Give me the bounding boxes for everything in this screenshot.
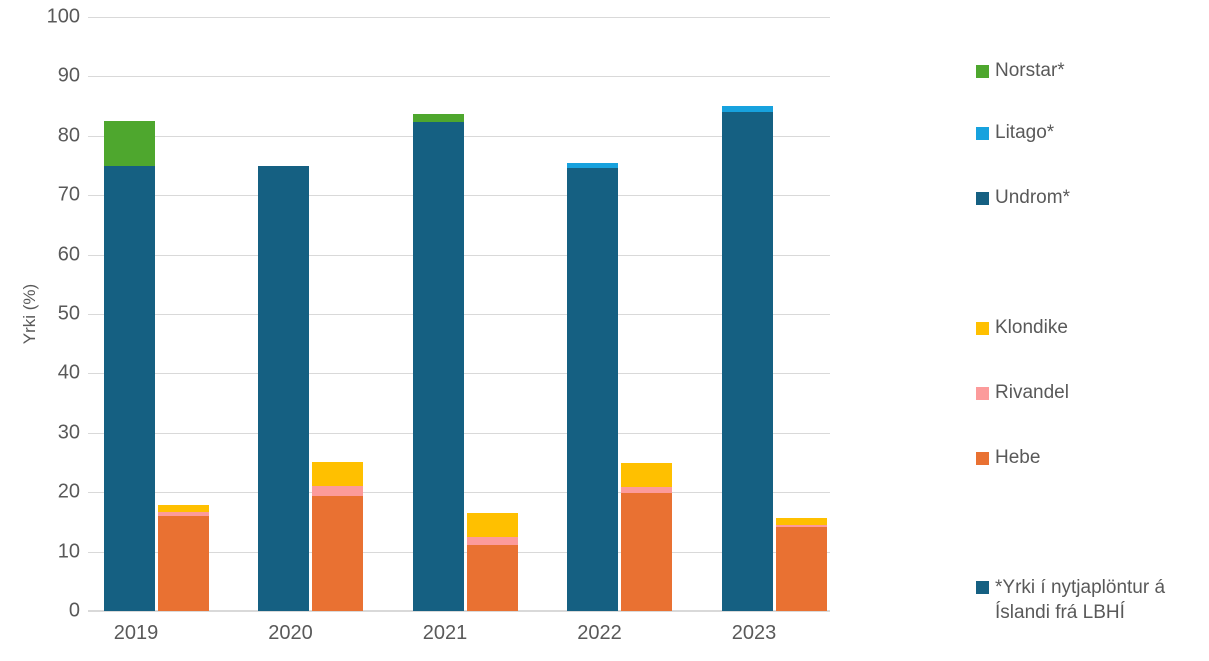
y-axis-tick-label: 10 (57, 540, 80, 563)
x-axis-label-2021: 2021 (422, 622, 468, 644)
x-axis-label-2023: 2023 (731, 622, 777, 644)
x-axis-label-2022: 2022 (577, 622, 622, 644)
legend-swatch-icon (976, 451, 989, 465)
legend-item-label: Hebe (995, 447, 1041, 468)
y-axis-tick-label: 70 (57, 183, 80, 206)
bar-segment-klondike-2022 (621, 462, 672, 487)
x-axis-label-2019: 2019 (113, 622, 159, 644)
bar-segment-undrom-2021 (412, 122, 464, 611)
bar-segment-undrom-2022 (567, 167, 618, 611)
y-axis-tick-label: 40 (57, 361, 80, 384)
y-axis-tick-label: 20 (57, 480, 80, 503)
y-axis-tick-label: 50 (57, 302, 80, 325)
legend-item-label: Rivandel (995, 382, 1069, 403)
legend-swatch-icon (976, 126, 989, 140)
bar-segment-rivandel-2022 (621, 486, 672, 494)
bar-segment-klondike-2020 (312, 461, 363, 486)
y-axis-tick-label: 0 (68, 599, 80, 622)
gridline (88, 17, 830, 18)
bar-segment-klondike-2023 (775, 518, 827, 525)
bar-segment-hebe-2020 (312, 495, 363, 611)
bar-segment-klondike-2019 (157, 505, 209, 512)
legend-swatch-icon (976, 581, 989, 594)
legend-swatch-icon (976, 191, 989, 205)
legend-item-hebe: Hebe (976, 446, 1040, 470)
y-axis-tick-label: 30 (57, 421, 80, 444)
bar-segment-hebe-2019 (157, 515, 209, 611)
legend-item-litago: Litago* (976, 121, 1054, 145)
y-axis-tick-label: 90 (57, 64, 80, 87)
bar-segment-litago-2022 (567, 163, 618, 168)
bar-segment-rivandel-2021 (466, 536, 518, 546)
legend-item-undrom: Undrom* (976, 186, 1070, 210)
bar-segment-litago-2023 (721, 106, 773, 113)
y-axis-tick-label: 60 (57, 243, 80, 266)
legend-item-label: Litago* (995, 122, 1055, 143)
gridline (88, 76, 830, 78)
legend-item-norstar: Norstar* (976, 59, 1065, 83)
bar-segment-rivandel-2020 (312, 485, 363, 496)
x-axis-line (88, 610, 830, 612)
bar-segment-undrom-2023 (721, 112, 773, 611)
bar-segment-hebe-2023 (775, 527, 827, 611)
bar-segment-hebe-2022 (621, 493, 672, 611)
legend-swatch-icon (976, 321, 989, 335)
legend-swatch-icon (976, 64, 989, 78)
legend-item-label: Undrom* (995, 187, 1070, 208)
bar-segment-undrom-2019 (103, 165, 155, 611)
bar-segment-norstar-2021 (412, 114, 464, 123)
legend-item-klondike: Klondike (976, 316, 1068, 340)
y-axis-tick-label: 100 (46, 5, 80, 28)
legend-footnote: *Yrki í nytjaplöntur á Íslandi frá LBHÍ (976, 575, 1177, 625)
y-axis-tick-label: 80 (57, 124, 80, 147)
bar-segment-hebe-2021 (466, 545, 518, 611)
legend-item-label: Norstar* (995, 60, 1065, 81)
x-axis-label-2020: 2020 (268, 622, 313, 644)
bar-segment-rivandel-2019 (157, 511, 209, 516)
plot-area (88, 17, 830, 612)
legend-item-label: Klondike (995, 317, 1068, 338)
legend-swatch-icon (976, 386, 989, 400)
bar-segment-klondike-2021 (466, 513, 518, 537)
bar-segment-rivandel-2023 (775, 524, 827, 528)
legend: Norstar* Litago* Undrom* Klondike Rivandel He… (968, 0, 1198, 661)
bar-segment-norstar-2019 (103, 120, 155, 166)
bar-segment-undrom-2020 (258, 165, 309, 611)
legend-footnote-label: *Yrki í nytjaplöntur á Íslandi frá LBHÍ (995, 577, 1166, 623)
legend-item-rivandel: Rivandel (976, 381, 1069, 405)
